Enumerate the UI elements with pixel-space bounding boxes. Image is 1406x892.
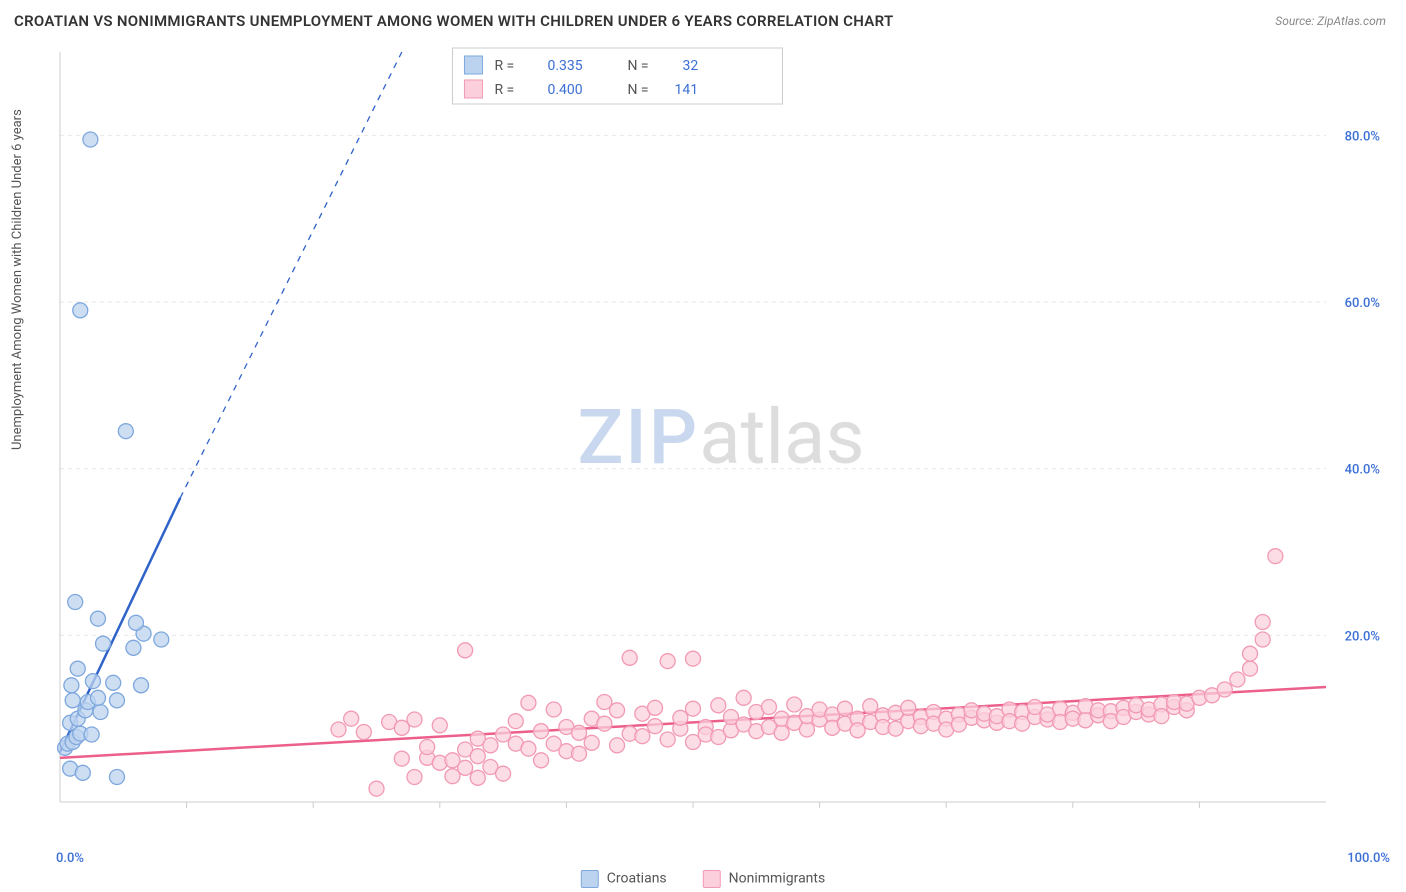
legend-item-croatians: Croatians [581,870,667,888]
svg-text:80.0%: 80.0% [1345,129,1380,144]
legend-swatch-croatians [581,870,599,888]
svg-text:40.0%: 40.0% [1345,463,1380,478]
svg-text:N =: N = [627,58,648,74]
chart-plot-area: 20.0% 40.0% 60.0% 80.0% R = 0.335 N = 32 R = 0.40… [56,42,1386,832]
svg-text:N =: N = [627,82,648,98]
legend-label-croatians: Croatians [607,871,667,887]
y-axis-label: Unemployment Among Women with Children U… [10,109,25,450]
svg-text:141: 141 [674,82,698,98]
x-tick-min: 0.0% [56,851,84,866]
legend-item-nonimmigrants: Nonimmigrants [703,870,826,888]
legend-swatch-nonimmigrants [703,870,721,888]
x-tick-max: 100.0% [1347,851,1390,866]
svg-text:60.0%: 60.0% [1345,296,1380,311]
svg-text:R =: R = [494,82,514,98]
svg-text:32: 32 [682,58,698,74]
scatter-svg: 20.0% 40.0% 60.0% 80.0% R = 0.335 N = 32 R = 0.40… [56,42,1386,832]
svg-text:R =: R = [494,58,514,74]
svg-text:20.0%: 20.0% [1345,629,1380,644]
svg-text:0.400: 0.400 [547,82,582,98]
svg-text:0.335: 0.335 [547,58,582,74]
chart-title: CROATIAN VS NONIMMIGRANTS UNEMPLOYMENT A… [14,12,894,30]
source-attribution: Source: ZipAtlas.com [1275,14,1386,28]
legend-label-nonimmigrants: Nonimmigrants [729,871,826,887]
bottom-legend: Croatians Nonimmigrants [581,870,825,888]
